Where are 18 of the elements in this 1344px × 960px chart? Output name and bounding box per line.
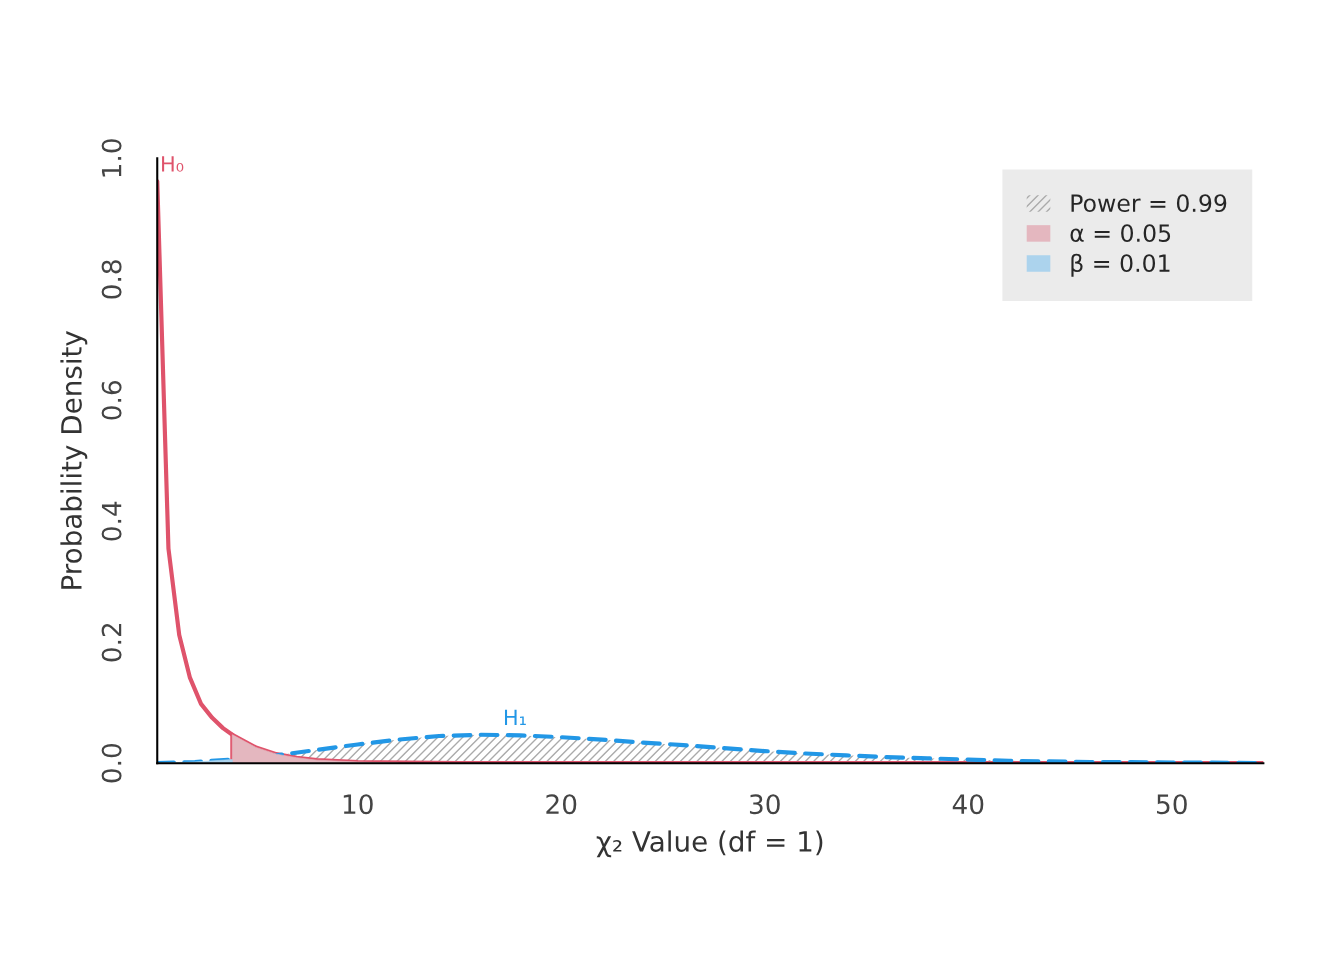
legend-label: β = 0.01: [1071, 253, 1170, 277]
x-axis-title: χ₂ Value (df = 1): [596, 830, 823, 858]
legend-label: Power = 0.99: [1071, 194, 1227, 213]
y-tick-label: 1.0: [101, 139, 122, 177]
y-tick-label: 0.6: [101, 381, 122, 420]
y-axis-title: Probability Density: [60, 331, 88, 589]
x-tick-label: 10: [343, 794, 373, 815]
legend-label: α = 0.05: [1070, 224, 1171, 243]
y-tick-label: 0.4: [101, 501, 122, 541]
y-tick-label: 0.8: [101, 260, 122, 299]
x-tick-label: 30: [749, 794, 780, 815]
x-tick-label: 50: [1157, 794, 1187, 815]
annotation: H₀: [162, 156, 184, 172]
annotation: H₁: [505, 709, 526, 725]
x-tick-label: 20: [546, 794, 577, 815]
y-tick-label: 0.0: [101, 743, 122, 783]
y-tick-label: 0.2: [101, 623, 122, 662]
x-tick-label: 40: [952, 794, 984, 815]
